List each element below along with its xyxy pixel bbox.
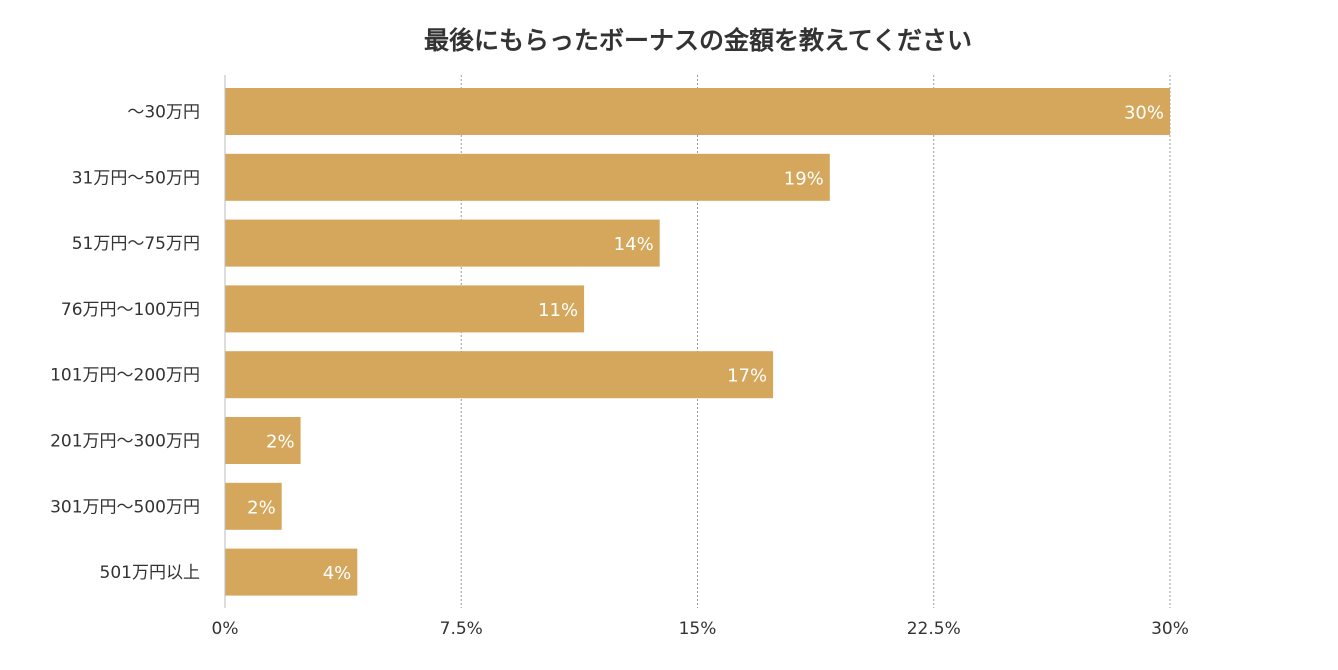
bar [225,88,1170,135]
data-label: 30% [1124,103,1164,124]
data-label: 2% [247,497,276,518]
bar [225,285,585,333]
category-label: 51万円〜75万円 [72,234,200,254]
category-label: 31万円〜50万円 [72,168,200,188]
x-tick-label: 0% [212,619,239,639]
data-label: 11% [538,300,578,321]
category-label: 501万円以上 [100,563,200,583]
bar [225,482,282,530]
data-label: 17% [727,366,767,387]
category-label: 101万円〜200万円 [50,366,200,386]
axis-layer: 0% 7.5% 15% 22.5% 30% 〜30万円 31万円〜50万円 51万円〜75万円… [50,75,1189,639]
chart-title: 最後にもらったボーナスの金額を教えてください [424,26,972,55]
bar [225,219,660,267]
data-label: 4% [323,563,352,584]
bar [225,351,774,399]
bar-layer: 30% 19% 14% 11% 17% 2% 2% 4% [225,88,1170,596]
category-label: 〜30万円 [127,103,200,123]
data-label: 14% [614,234,654,255]
x-tick-label: 15% [679,619,717,639]
x-tick-label: 30% [1151,619,1189,639]
x-tick-label: 22.5% [907,619,961,639]
category-label: 301万円〜500万円 [50,497,200,517]
category-label: 201万円〜300万円 [50,432,200,452]
bar [225,548,358,596]
category-label: 76万円〜100万円 [61,300,200,320]
bar [225,417,301,464]
x-tick-label: 7.5% [440,619,483,639]
bar [225,153,830,201]
data-label: 19% [784,168,824,189]
data-label: 2% [266,432,295,453]
